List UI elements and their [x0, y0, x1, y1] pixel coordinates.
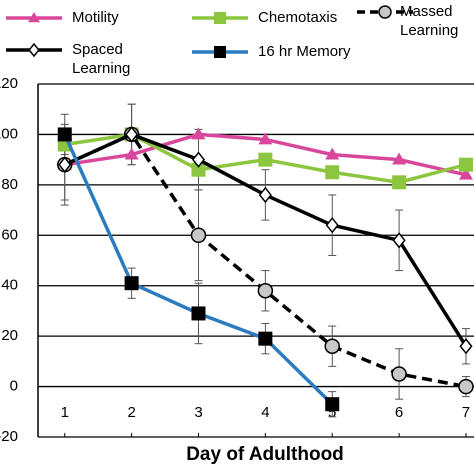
marker — [258, 132, 273, 145]
y-tick-label: -20 — [0, 428, 18, 445]
legend-swatch — [6, 12, 62, 23]
marker — [458, 378, 474, 395]
legend-label: Chemotaxis — [258, 9, 338, 26]
marker — [392, 232, 406, 249]
marker — [214, 12, 226, 24]
marker — [28, 12, 40, 23]
marker — [325, 216, 339, 234]
marker — [325, 165, 340, 180]
marker — [378, 5, 392, 19]
marker — [191, 127, 206, 140]
y-tick-label: 40 — [1, 277, 18, 294]
marker — [58, 156, 72, 173]
marker — [459, 338, 473, 355]
marker — [190, 227, 207, 244]
marker — [214, 46, 226, 58]
marker — [57, 127, 72, 142]
marker — [124, 147, 139, 160]
y-tick-label: 60 — [1, 226, 18, 243]
marker — [324, 338, 340, 354]
marker — [124, 276, 139, 291]
marker — [257, 283, 274, 299]
marker — [191, 306, 206, 321]
legend-label: 16 hr Memory — [258, 43, 351, 60]
y-tick-label: 80 — [1, 176, 18, 193]
marker — [392, 175, 407, 190]
marker — [325, 397, 340, 412]
y-tick-label: 120 — [0, 75, 18, 92]
marker — [258, 152, 273, 167]
legend-label: Spaced Learning — [72, 41, 131, 77]
marker — [258, 186, 272, 204]
x-tick-label: 4 — [261, 404, 269, 421]
marker — [391, 366, 407, 382]
legend-item: 16 hr Memory — [190, 42, 351, 82]
legend-item: Motility — [4, 8, 134, 48]
x-tick-label: 7 — [462, 404, 470, 421]
marker — [258, 331, 273, 346]
marker — [191, 151, 206, 168]
legend-item: Spaced Learning — [4, 40, 134, 80]
x-tick-label: 1 — [61, 404, 69, 421]
marker — [325, 147, 340, 160]
x-tick-label: 6 — [395, 404, 403, 421]
legend-swatch — [192, 46, 248, 58]
y-tick-label: 0 — [10, 378, 18, 395]
legend-label: Motility — [72, 9, 119, 26]
marker — [191, 162, 206, 177]
marker — [392, 152, 407, 165]
legend-swatch — [6, 42, 62, 58]
marker — [458, 167, 473, 180]
x-tick-label: 3 — [194, 404, 202, 421]
x-tick-label: 2 — [127, 404, 135, 421]
legend-swatch — [192, 12, 248, 24]
marker — [125, 126, 139, 143]
marker — [28, 42, 40, 58]
legend-swatch — [357, 5, 413, 19]
x-axis-label: Day of Adulthood — [186, 444, 344, 465]
y-tick-label: 20 — [1, 327, 18, 344]
legend-item: Chemotaxis — [190, 8, 337, 48]
marker — [458, 157, 473, 172]
legend-item: Massed Learning — [355, 2, 474, 42]
y-tick-label: 100 — [0, 125, 18, 142]
legend-label: Massed Learning — [400, 3, 459, 39]
